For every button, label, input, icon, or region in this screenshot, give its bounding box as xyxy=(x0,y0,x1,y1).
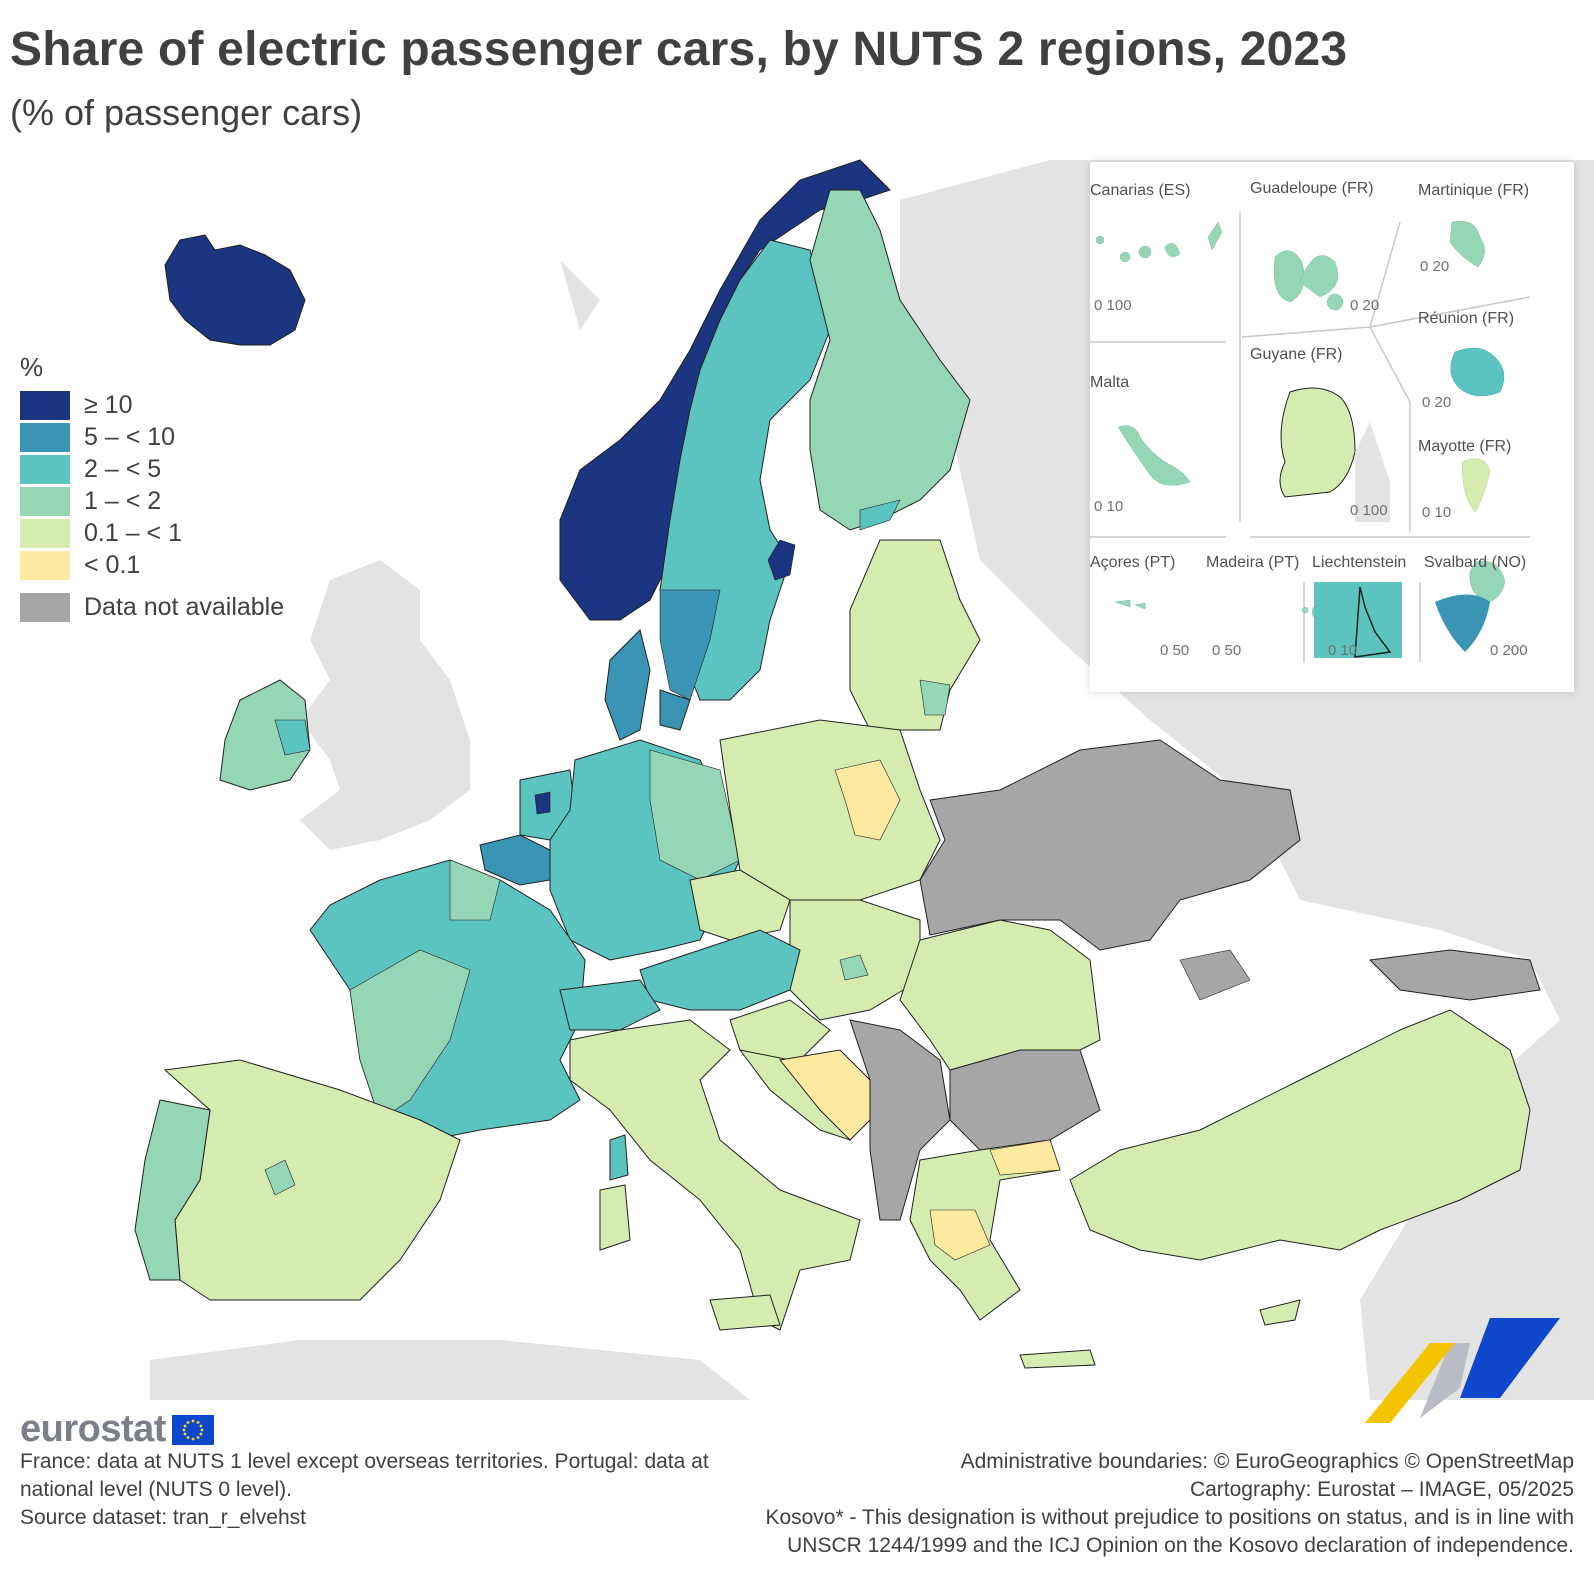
legend-item: ≥ 10 xyxy=(20,389,284,421)
inset-label-acores: Açores (PT) xyxy=(1090,554,1176,571)
region-finland xyxy=(809,189,971,531)
region-corsica xyxy=(609,1134,629,1181)
region-noord-holland xyxy=(534,791,551,815)
region-crete xyxy=(1019,1349,1096,1369)
region-ukraine xyxy=(919,739,1301,951)
inset-label-mayotte: Mayotte (FR) xyxy=(1418,438,1512,455)
eu-flag-icon xyxy=(171,1414,214,1445)
region-cyprus xyxy=(1259,1299,1301,1326)
region-czechia xyxy=(689,869,791,941)
region-greece-west xyxy=(929,1209,991,1261)
scale-malta: 0 10 xyxy=(1094,498,1124,515)
scale-reunion: 0 20 xyxy=(1422,394,1452,411)
legend-swatch xyxy=(20,454,70,484)
footnote-line: Administrative boundaries: © EuroGeograp… xyxy=(960,1450,1574,1473)
legend-item-na: Data not available xyxy=(20,591,284,623)
footnote-left: France: data at NUTS 1 level except over… xyxy=(20,1448,780,1532)
eurostat-logo: eurostat xyxy=(20,1408,214,1451)
region-bulgaria xyxy=(949,1049,1101,1151)
inset-label-liechtenstein: Liechtenstein xyxy=(1312,554,1407,571)
inset-label-svalbard: Svalbard (NO) xyxy=(1424,554,1527,571)
region-poland xyxy=(719,719,941,901)
region-serbia xyxy=(849,1019,951,1221)
legend-swatch xyxy=(20,550,70,580)
scale-madeira: 0 50 xyxy=(1212,642,1242,659)
region-vilnius xyxy=(919,679,951,716)
footnote-line: national level (NUTS 0 level). xyxy=(20,1478,292,1501)
region-portugal xyxy=(134,1099,211,1281)
legend-swatch xyxy=(20,390,70,420)
region-sweden xyxy=(659,239,831,701)
region-ireland xyxy=(219,679,311,791)
footnote-line: Kosovo* - This designation is without pr… xyxy=(765,1506,1574,1529)
region-france-north xyxy=(449,859,501,921)
region-sicily xyxy=(709,1294,781,1331)
region-georgia xyxy=(1368,949,1541,1001)
legend-swatch xyxy=(20,422,70,452)
footnote-line: France: data at NUTS 1 level except over… xyxy=(20,1450,709,1473)
scale-acores: 0 50 xyxy=(1160,642,1190,659)
legend-item: 2 – < 5 xyxy=(20,453,284,485)
legend-swatch xyxy=(20,518,70,548)
region-iceland xyxy=(164,234,306,346)
region-sardinia xyxy=(599,1184,631,1251)
footnote-line: Cartography: Eurostat – IMAGE, 05/2025 xyxy=(1189,1478,1574,1501)
legend-label: < 0.1 xyxy=(84,550,141,579)
region-denmark xyxy=(604,629,691,741)
region-crimea xyxy=(1179,949,1251,1001)
region-baltics xyxy=(849,539,981,731)
region-norway xyxy=(559,159,891,621)
legend-label: ≥ 10 xyxy=(84,390,133,419)
scale-guadeloupe: 0 20 xyxy=(1350,297,1380,314)
inset-label-guyane: Guyane (FR) xyxy=(1250,346,1343,363)
scale-canarias: 0 100 xyxy=(1094,297,1132,314)
region-greece-north xyxy=(989,1139,1061,1176)
scale-liechtenstein: 0 10 xyxy=(1328,642,1358,659)
legend-swatch xyxy=(20,592,70,622)
region-stockholm xyxy=(767,539,796,581)
legend-label: 1 – < 2 xyxy=(84,486,162,515)
scale-guyane: 0 100 xyxy=(1350,502,1388,519)
region-turkiye xyxy=(1069,1009,1531,1261)
legend-swatch xyxy=(20,486,70,516)
region-dublin xyxy=(274,719,311,756)
legend-label: Data not available xyxy=(84,592,285,621)
legend-label: 2 – < 5 xyxy=(84,454,162,483)
legend-label: 0.1 – < 1 xyxy=(84,518,182,547)
inset-label-malta: Malta xyxy=(1090,374,1130,391)
inset-label-guadeloupe: Guadeloupe (FR) xyxy=(1250,180,1374,197)
footnote-line: UNSCR 1244/1999 and the ICJ Opinion on t… xyxy=(787,1534,1574,1557)
region-italy xyxy=(569,1019,861,1331)
legend: % ≥ 10 5 – < 10 2 – < 5 1 – < 2 0.1 – < … xyxy=(20,352,284,623)
map-subtitle: (% of passenger cars) xyxy=(10,92,363,133)
inset-label-martinique: Martinique (FR) xyxy=(1418,182,1530,199)
region-helsinki xyxy=(859,499,901,531)
legend-unit: % xyxy=(20,352,44,382)
scale-svalbard: 0 200 xyxy=(1490,642,1528,659)
region-romania xyxy=(899,919,1101,1071)
inset-panel: Canarias (ES) 0 100 Guadeloupe (FR) 0 20… xyxy=(1090,162,1574,692)
region-budapest xyxy=(839,954,869,981)
scale-mayotte: 0 10 xyxy=(1422,504,1452,521)
inset-label-madeira: Madeira (PT) xyxy=(1206,554,1300,571)
legend-item: 0.1 – < 1 xyxy=(20,517,284,549)
inset-label-reunion: Réunion (FR) xyxy=(1418,310,1515,327)
logo-wordmark: eurostat xyxy=(20,1408,166,1450)
region-switzerland xyxy=(559,979,661,1031)
legend-label: 5 – < 10 xyxy=(84,422,176,451)
inset-graphics xyxy=(1090,212,1531,662)
region-madrid xyxy=(264,1159,296,1196)
region-france-west xyxy=(349,949,471,1121)
corner-decoration xyxy=(1365,1318,1560,1423)
legend-item: < 0.1 xyxy=(20,549,284,581)
scale-martinique: 0 20 xyxy=(1420,258,1450,275)
map-title: Share of electric passenger cars, by NUT… xyxy=(10,23,1348,76)
legend-item: 5 – < 10 xyxy=(20,421,284,453)
footnote-right: Administrative boundaries: © EuroGeograp… xyxy=(674,1448,1574,1560)
region-warszawa xyxy=(834,759,901,841)
footnote-line: Source dataset: tran_r_elvehst xyxy=(20,1506,307,1529)
inset-label-canarias: Canarias (ES) xyxy=(1090,182,1191,199)
legend-item: 1 – < 2 xyxy=(20,485,284,517)
region-austria xyxy=(639,929,801,1011)
